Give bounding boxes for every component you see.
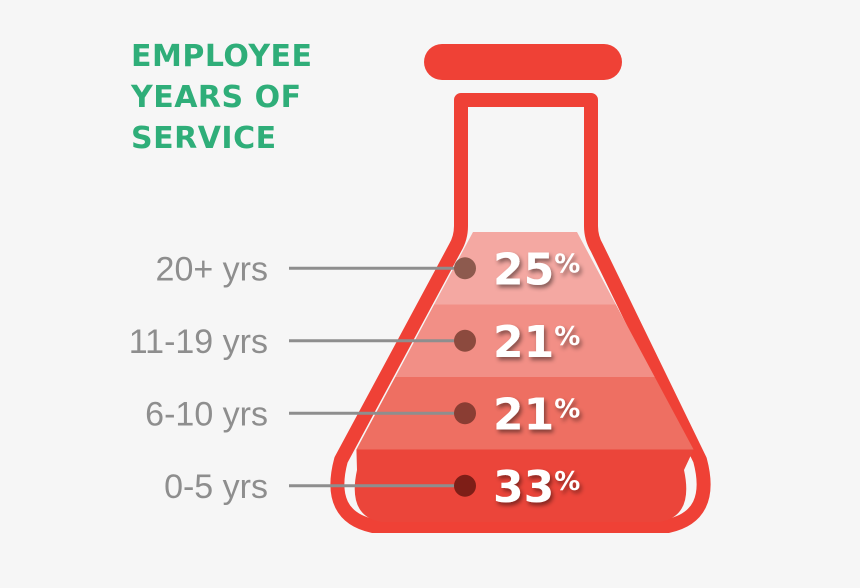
category-label-3: 0-5 yrs xyxy=(164,468,268,506)
flask-band-3 xyxy=(354,449,694,522)
flask-band-2 xyxy=(356,377,694,450)
value-label-2: 21% xyxy=(493,389,580,440)
category-label-0: 20+ yrs xyxy=(156,250,268,288)
flask-band-0 xyxy=(434,232,616,305)
value-label-1: 21% xyxy=(493,317,580,368)
labels: 20+ yrs 25% 11-19 yrs 21% 6-10 yrs 21% 0-5 yrs… xyxy=(129,244,581,513)
connector-dot-3 xyxy=(454,474,476,497)
value-label-0: 25% xyxy=(493,244,580,295)
flask-liquid xyxy=(354,232,694,522)
connector-dot-0 xyxy=(454,257,476,280)
connector-dot-1 xyxy=(454,329,476,352)
category-label-2: 6-10 yrs xyxy=(145,395,268,433)
value-label-3: 33% xyxy=(493,462,580,513)
flask-stopper xyxy=(424,44,622,80)
connector-dot-2 xyxy=(454,402,476,425)
chart-title: EMPLOYEE YEARS OF SERVICE xyxy=(131,39,313,156)
flask-band-1 xyxy=(395,304,655,377)
connectors xyxy=(289,257,476,497)
flask-outline xyxy=(330,93,711,533)
category-label-1: 11-19 yrs xyxy=(129,323,268,361)
